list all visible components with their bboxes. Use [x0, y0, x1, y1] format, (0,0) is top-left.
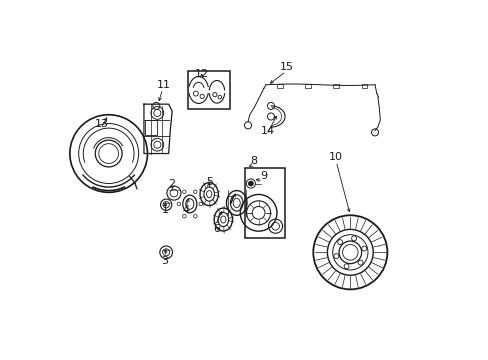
Bar [144, 120, 157, 135]
Text: 8: 8 [249, 156, 256, 166]
Text: 14: 14 [260, 126, 274, 136]
Text: 10: 10 [328, 152, 343, 162]
Text: 12: 12 [195, 69, 209, 79]
Circle shape [248, 181, 253, 186]
Text: 9: 9 [260, 171, 267, 181]
Bar [244, 168, 285, 238]
Bar [305, 84, 310, 87]
Text: 13: 13 [94, 118, 108, 129]
Text: 2: 2 [168, 179, 175, 189]
Text: 15: 15 [279, 62, 293, 72]
Text: 3: 3 [162, 256, 168, 266]
Text: 6: 6 [212, 224, 219, 234]
Text: 4: 4 [183, 205, 189, 215]
Bar [276, 84, 282, 87]
Bar [333, 84, 338, 87]
Bar [188, 71, 230, 109]
Text: 11: 11 [156, 80, 170, 90]
Bar [361, 84, 366, 87]
Text: 5: 5 [205, 177, 212, 187]
Text: 1: 1 [162, 205, 168, 215]
Text: 7: 7 [226, 196, 233, 206]
